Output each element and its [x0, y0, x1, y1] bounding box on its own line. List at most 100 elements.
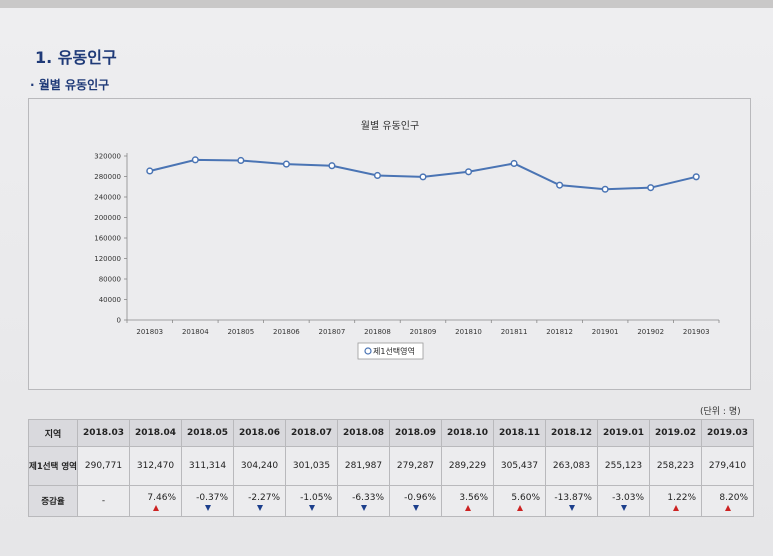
x-tick-label: 201809 — [410, 328, 437, 336]
line-chart: 월별 유동인구 0 40000 80000 120000 160000 200000 2400… — [94, 120, 720, 360]
x-tick-label: 201806 — [273, 328, 300, 336]
data-point — [282, 160, 290, 168]
x-tick-label: 201807 — [319, 328, 346, 336]
rate-cell: -0.96% — [389, 485, 442, 517]
population-cell: 281,987 — [337, 446, 390, 486]
line-chart-frame: 월별 유동인구 0 40000 80000 120000 160000 200000 2400… — [28, 98, 751, 390]
data-point — [601, 185, 609, 193]
table-row: 제1선택 영역 290,771 312,470 311,314 304,240 301,… — [28, 446, 754, 486]
rate-cell: 1.22% — [649, 485, 702, 517]
rate-value: 5.60% — [511, 493, 540, 503]
table-header-row: 지역 2018.03 2018.04 2018.05 2018.06 2018.07 20… — [28, 419, 754, 447]
column-header: 2018.07 — [285, 419, 338, 447]
rate-row-label: 증감율 — [28, 485, 78, 517]
data-point — [647, 184, 655, 192]
rate-value: - — [101, 496, 106, 506]
column-header: 2018.06 — [233, 419, 286, 447]
column-header: 2018.04 — [129, 419, 182, 447]
triangle-down-icon — [412, 505, 419, 511]
triangle-up-icon — [516, 505, 523, 511]
population-cell: 301,035 — [285, 446, 338, 486]
rate-value: 7.46% — [147, 493, 176, 503]
data-point — [328, 162, 336, 170]
rate-cell: 5.60% — [493, 485, 546, 517]
column-header: 2018.05 — [181, 419, 234, 447]
rate-value: -0.37% — [196, 493, 228, 503]
data-point — [464, 168, 473, 176]
y-tick-label: 200000 — [94, 214, 121, 222]
triangle-up-icon — [464, 505, 471, 511]
column-header: 2019.03 — [701, 419, 754, 447]
triangle-down-icon — [256, 505, 263, 511]
legend-label: 제1선택영역 — [373, 346, 415, 356]
legend-box — [357, 342, 424, 360]
x-tick-label: 201903 — [683, 328, 710, 336]
population-cell: 263,083 — [545, 446, 598, 486]
x-tick-label: 201811 — [501, 328, 528, 336]
rate-cell: -0.37% — [181, 485, 234, 517]
population-cell: 258,223 — [649, 446, 702, 486]
population-cell: 305,437 — [493, 446, 546, 486]
rate-value: 3.56% — [459, 493, 488, 503]
column-header: 2018.11 — [493, 419, 546, 447]
x-tick-label: 201804 — [182, 328, 209, 336]
region-row-label: 제1선택 영역 — [28, 446, 78, 486]
unit-note: (단위 : 명) — [700, 407, 741, 417]
data-point — [510, 159, 518, 168]
column-header: 2018.10 — [441, 419, 494, 447]
y-tick-label: 40000 — [99, 296, 121, 304]
x-tick-label: 201808 — [364, 328, 391, 336]
rate-cell: -2.27% — [233, 485, 286, 517]
y-tick-label: 280000 — [94, 173, 121, 181]
population-cell: 304,240 — [233, 446, 286, 486]
rate-value: -1.05% — [300, 493, 332, 503]
column-header: 2018.08 — [337, 419, 390, 447]
rate-value: 1.22% — [667, 493, 696, 503]
rate-cell: 7.46% — [129, 485, 182, 517]
triangle-up-icon — [672, 505, 679, 511]
triangle-up-icon — [724, 505, 731, 511]
y-tick-label: 320000 — [94, 153, 121, 161]
triangle-down-icon — [620, 505, 627, 511]
column-header: 2019.02 — [649, 419, 702, 447]
page-title: 1. 유동인구 — [35, 48, 117, 67]
population-cell: 255,123 — [597, 446, 650, 486]
region-header: 지역 — [28, 419, 78, 447]
x-tick-label: 201902 — [637, 328, 664, 336]
rate-value: 8.20% — [719, 493, 748, 503]
table-row: 증감율 - 7.46% -0.37% -2.27% -1.05% -6.33% -0.96%… — [28, 485, 754, 517]
y-tick-label: 120000 — [94, 255, 121, 263]
x-tick-label: 201805 — [227, 328, 254, 336]
x-tick-label: 201810 — [455, 328, 482, 336]
rate-value: -13.87% — [554, 493, 592, 503]
rate-cell: -13.87% — [545, 485, 598, 517]
rate-cell: -3.03% — [597, 485, 650, 517]
data-point — [556, 181, 564, 189]
y-tick-label: 0 — [117, 317, 121, 325]
triangle-down-icon — [568, 505, 575, 511]
population-cell: 290,771 — [77, 446, 130, 486]
triangle-down-icon — [204, 505, 211, 511]
data-point — [146, 167, 154, 175]
population-cell: 312,470 — [129, 446, 182, 486]
data-point — [191, 156, 199, 164]
data-point — [692, 173, 700, 181]
column-header: 2018.12 — [545, 419, 598, 447]
y-tick-label: 240000 — [94, 194, 121, 202]
rate-value: -6.33% — [352, 493, 384, 503]
data-table: 지역 2018.03 2018.04 2018.05 2018.06 2018.07 20… — [28, 419, 754, 517]
chart-title: 월별 유동인구 — [361, 120, 419, 132]
y-tick-label: 80000 — [99, 276, 121, 284]
rate-value: -3.03% — [612, 493, 644, 503]
population-cell: 279,287 — [389, 446, 442, 486]
rate-cell: - — [77, 485, 130, 517]
rate-cell: 3.56% — [441, 485, 494, 517]
rate-cell: -1.05% — [285, 485, 338, 517]
population-cell: 289,229 — [441, 446, 494, 486]
triangle-up-icon — [152, 505, 159, 511]
data-point — [373, 171, 382, 180]
column-header: 2018.09 — [389, 419, 442, 447]
y-tick-label: 160000 — [94, 235, 121, 243]
x-tick-label: 201901 — [592, 328, 619, 336]
legend-marker-icon — [364, 347, 372, 355]
